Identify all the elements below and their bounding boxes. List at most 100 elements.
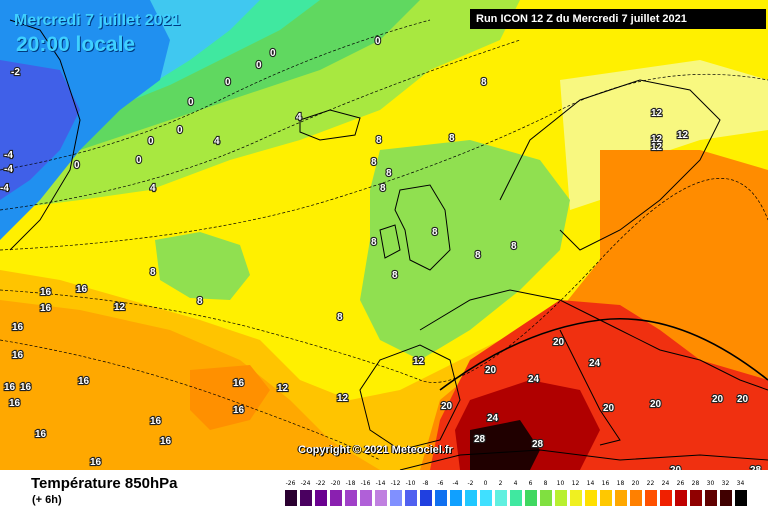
scale-tick-label: 32 — [721, 480, 730, 487]
scale-tick-label: 4 — [513, 480, 518, 487]
isotherm-label: 0 — [256, 60, 262, 71]
scale-tick-label: -14 — [375, 480, 386, 487]
scale-swatch — [629, 490, 642, 506]
isotherm-label: 12 — [277, 383, 289, 394]
isotherm-label: 8 — [150, 267, 156, 278]
isotherm-label: 16 — [233, 378, 245, 389]
isotherm-label: 8 — [376, 135, 382, 146]
scale-swatch — [284, 490, 297, 506]
temperature-map: 0 0 0 0 0 0 0 0 0 -2 -4 -4 -4 4 4 4 8 8 8 8 8 8 8 8 8 8 8 8 8 8 12 12 12… — [0, 0, 768, 470]
isotherm-label: 24 — [528, 374, 540, 385]
isotherm-label: 16 — [40, 287, 52, 298]
scale-tick-label: -8 — [422, 480, 429, 487]
isotherm-label: 8 — [386, 168, 392, 179]
scale-tick-label: 20 — [631, 480, 640, 487]
isotherm-label: 20 — [737, 394, 749, 405]
scale-swatch — [704, 490, 717, 506]
isotherm-label: 16 — [20, 382, 32, 393]
isotherm-label: 8 — [197, 296, 203, 307]
isotherm-label: 8 — [337, 312, 343, 323]
scale-swatch — [389, 490, 402, 506]
scale-tick-label: -26 — [285, 480, 296, 487]
scale-swatch — [329, 490, 342, 506]
scale-swatch — [479, 490, 492, 506]
scale-tick-label: 34 — [736, 480, 745, 487]
isotherm-label: 28 — [750, 465, 762, 470]
italy-coast — [559, 329, 621, 446]
isotherm-label: 20 — [485, 365, 497, 376]
scale-swatch — [524, 490, 537, 506]
scale-tick-label: 2 — [498, 480, 503, 487]
isotherm-label: 0 — [136, 155, 142, 166]
isotherm-label: 8 — [481, 77, 487, 88]
scale-tick-label: 6 — [528, 480, 533, 487]
scale-swatch — [734, 490, 747, 506]
scale-swatch — [464, 490, 477, 506]
scale-tick-label: 30 — [706, 480, 715, 487]
isotherm-label: 0 — [148, 136, 154, 147]
isotherm-label: 0 — [375, 36, 381, 47]
scale-swatch — [644, 490, 657, 506]
isotherm-label: 16 — [76, 284, 88, 295]
iberia-coast — [359, 344, 461, 451]
europe-coast — [419, 289, 768, 391]
isotherm-label: 4 — [214, 136, 220, 147]
scale-tick-label: 8 — [543, 480, 548, 487]
copyright-label: Copyright © 2021 Meteociel.fr — [298, 444, 453, 456]
isotherm-label: 20 — [441, 401, 453, 412]
scale-swatch — [449, 490, 462, 506]
scale-tick-label: -6 — [437, 480, 444, 487]
field-blue — [0, 0, 170, 240]
scale-tick-label: 22 — [646, 480, 655, 487]
scale-tick-label: 26 — [676, 480, 685, 487]
isotherm-label: 8 — [371, 237, 377, 248]
scale-swatch — [419, 490, 432, 506]
isotherm-label: 20 — [650, 399, 662, 410]
isotherm-label: 20 — [553, 337, 565, 348]
isotherm-label: 16 — [90, 457, 102, 468]
isotherm-0 — [0, 19, 431, 171]
scale-swatch — [314, 490, 327, 506]
isotherm-label: 12 — [651, 142, 663, 153]
isotherm-label: 8 — [371, 157, 377, 168]
isotherm-label: 12 — [114, 302, 126, 313]
isotherm-20 — [439, 317, 768, 391]
time-label: 20:00 locale — [16, 33, 136, 56]
scale-tick-label: -24 — [300, 480, 311, 487]
scale-swatch — [554, 490, 567, 506]
scale-tick-label: -12 — [390, 480, 401, 487]
isotherm-label: 8 — [449, 133, 455, 144]
field-black — [470, 420, 540, 470]
isotherm-label: 28 — [532, 439, 544, 450]
scale-swatch — [494, 490, 507, 506]
greenland-coast — [9, 19, 81, 251]
scale-swatch — [719, 490, 732, 506]
isotherm-label: 0 — [177, 125, 183, 136]
field-dark-blue — [0, 60, 80, 200]
scale-tick-label: -16 — [360, 480, 371, 487]
scale-swatch — [374, 490, 387, 506]
isotherm-label: 16 — [78, 376, 90, 387]
isotherm-label: 8 — [475, 250, 481, 261]
uk-coast — [394, 184, 451, 271]
isotherm-label: 12 — [677, 130, 689, 141]
model-run-label: Run ICON 12 Z du Mercredi 7 juillet 2021 — [470, 9, 766, 29]
isotherm-label: 16 — [233, 405, 245, 416]
isotherm-label: 16 — [160, 436, 172, 447]
isotherm-label: 16 — [150, 416, 162, 427]
isotherm-4 — [0, 39, 521, 211]
scale-swatch — [689, 490, 702, 506]
scale-swatch — [539, 490, 552, 506]
scale-tick-label: -20 — [330, 480, 341, 487]
isotherm-label: 0 — [188, 97, 194, 108]
isotherm-label: 20 — [712, 394, 724, 405]
isotherm-8 — [0, 73, 768, 251]
scale-swatch — [674, 490, 687, 506]
isotherm-label: 12 — [651, 108, 663, 119]
scale-swatch — [569, 490, 582, 506]
scale-swatch — [599, 490, 612, 506]
isotherm-label: 16 — [12, 350, 24, 361]
isotherm-label: 0 — [270, 48, 276, 59]
isotherm-label: 24 — [589, 358, 601, 369]
